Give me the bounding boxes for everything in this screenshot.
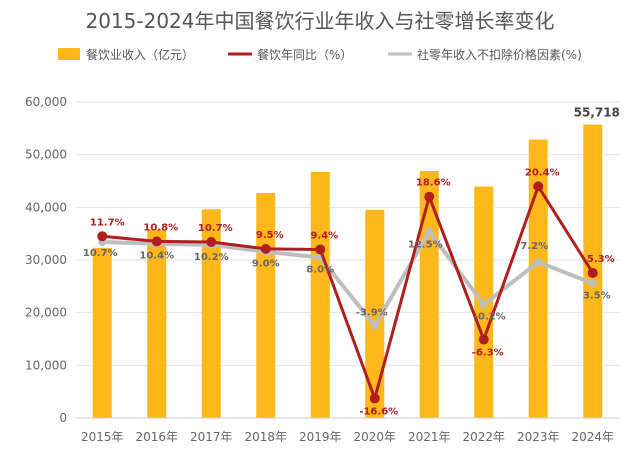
legend-label-line1: 餐饮年同比（%） (257, 47, 352, 62)
series-catering-point (533, 181, 544, 192)
y-tick-label: 30,000 (25, 253, 67, 267)
series-retail-point (534, 258, 543, 267)
catering-value-label: 9.4% (310, 230, 338, 241)
y-tick-label: 60,000 (25, 95, 67, 109)
retail-value-label: -3.9% (356, 308, 388, 319)
retail-value-label: -0.2% (474, 311, 506, 322)
retail-value-label: 9.0% (252, 259, 280, 270)
catering-value-label: 10.7% (198, 223, 233, 234)
series-retail-point (588, 279, 597, 288)
y-tick-label: 10,000 (25, 358, 67, 372)
x-tick-label: 2016年 (135, 430, 178, 444)
legend-label-line2: 社零年收入不扣除价格因素(%) (417, 47, 582, 62)
x-tick-label: 2018年 (244, 430, 287, 444)
series-catering-point (97, 231, 108, 242)
x-axis: 2015年 2016年 2017年 2018年 2019年 2020年 2021年 2022年… (75, 417, 620, 444)
catering-value-label: 5.3% (587, 254, 615, 265)
catering-value-label: 11.7% (90, 217, 125, 228)
legend-label-bar: 餐饮业收入（亿元） (86, 47, 194, 62)
retail-value-label: 10.7% (83, 248, 118, 259)
legend: 餐饮业收入（亿元） 餐饮年同比（%） 社零年收入不扣除价格因素(%) (58, 47, 582, 62)
catering-value-label: 18.6% (416, 178, 451, 189)
x-tick-label: 2023年 (517, 430, 560, 444)
series-catering-point (478, 334, 489, 345)
bar (147, 229, 167, 418)
x-tick-label: 2020年 (353, 430, 396, 444)
y-axis: 0 10,000 20,000 30,000 40,000 50,000 60,000 (25, 95, 67, 425)
chart-title: 2015-2024年中国餐饮行业年收入与社零增长率变化 (85, 9, 554, 33)
x-tick-label: 2017年 (190, 430, 233, 444)
y-tick-label: 0 (59, 411, 67, 425)
retail-value-label: 8.0% (306, 264, 334, 275)
bar (256, 193, 276, 418)
series-catering-point (315, 244, 326, 255)
series-retail-point (370, 321, 379, 330)
catering-value-label: 9.5% (256, 230, 284, 241)
retail-value-label: 10.4% (139, 251, 174, 262)
series-catering-point (151, 236, 162, 247)
bar (92, 247, 112, 418)
x-tick-label: 2021年 (408, 430, 451, 444)
series-catering-point (587, 267, 598, 278)
retail-value-label: 7.2% (520, 241, 548, 252)
series-catering-point (206, 236, 217, 247)
y-tick-label: 20,000 (25, 306, 67, 320)
retail-value-label: 10.2% (194, 252, 229, 263)
lines (97, 181, 598, 404)
x-tick-label: 2024年 (571, 430, 614, 444)
series-catering-line (102, 184, 595, 401)
bar-value-label: 55,718 (574, 106, 620, 120)
retail-value-label: 3.5% (583, 290, 611, 301)
series-catering-point (260, 243, 271, 254)
data-labels: 55,718 11.7% 10.8% 10.7% 9.5% 9.4% -16.6% 18.6%… (83, 106, 620, 418)
series-catering-point (424, 191, 435, 202)
y-tick-label: 50,000 (25, 148, 67, 162)
series-retail-point (479, 300, 488, 309)
bar (528, 139, 548, 419)
bar (419, 171, 439, 418)
retail-value-label: 12.5% (408, 240, 443, 251)
catering-value-label: -16.6% (359, 407, 398, 418)
series-catering-point (369, 393, 380, 404)
x-tick-label: 2019年 (299, 430, 342, 444)
catering-value-label: 20.4% (525, 167, 560, 178)
bars (92, 124, 603, 419)
catering-value-label: -6.3% (472, 347, 504, 358)
series-retail-point (425, 227, 434, 236)
legend-swatch-bar (58, 48, 80, 60)
bar (365, 209, 385, 418)
bar (201, 209, 221, 418)
y-tick-label: 40,000 (25, 200, 67, 214)
x-tick-label: 2015年 (81, 430, 124, 444)
catering-value-label: 10.8% (143, 222, 178, 233)
series-retail-line (102, 229, 594, 328)
bar (310, 171, 330, 418)
x-tick-label: 2022年 (462, 430, 505, 444)
